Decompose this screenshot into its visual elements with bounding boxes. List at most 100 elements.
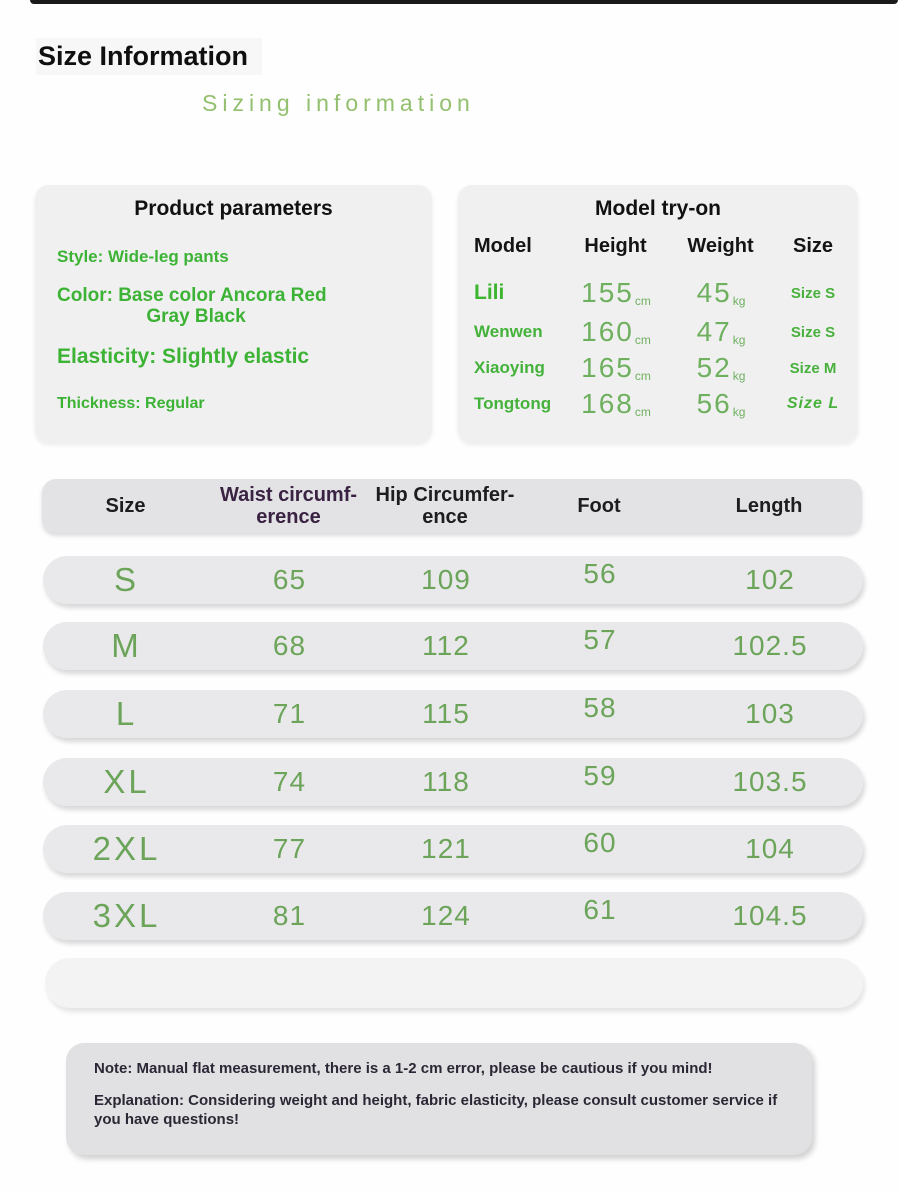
header-line: Waist circumf-: [219, 484, 358, 506]
model-name: Xiaoying: [474, 358, 545, 377]
length-value: 103: [745, 698, 795, 729]
length-value: 104.5: [732, 900, 808, 931]
model-tryon-header-row: Model Height Weight Size: [458, 235, 858, 258]
weight-value: 52: [696, 352, 732, 383]
height-unit: cm: [634, 333, 651, 347]
header-line: erence: [256, 506, 321, 528]
header-line: Length: [735, 495, 803, 517]
model-weight: 45kg: [673, 277, 768, 309]
foot-value: 60: [583, 827, 617, 858]
column-header-size: Size: [792, 235, 834, 257]
length-value: 104: [745, 833, 795, 864]
header-line: ence: [422, 506, 468, 528]
model-name: Lili: [474, 281, 505, 304]
model-height: 165cm: [558, 352, 673, 384]
model-row: Wenwen 160cm 47kg Size S: [458, 316, 858, 348]
model-name: Wenwen: [474, 322, 543, 341]
model-size: Size L: [786, 395, 840, 412]
column-header-length: Length: [676, 495, 862, 517]
weight-unit: kg: [732, 333, 746, 347]
foot-value: 56: [583, 558, 617, 589]
product-color-line2: Gray Black: [146, 306, 246, 328]
header-line: Foot: [577, 495, 621, 517]
column-header-foot: Foot: [522, 495, 676, 517]
column-header-hip: Hip Circumfer- ence: [368, 484, 522, 528]
size-row-l: L 71 115 58 103: [43, 690, 863, 738]
product-elasticity: Elasticity: Slightly elastic: [57, 345, 310, 368]
weight-unit: kg: [732, 369, 746, 383]
model-size: Size S: [790, 323, 836, 341]
height-unit: cm: [634, 369, 651, 383]
weight-value: 45: [696, 277, 732, 308]
top-divider: [30, 0, 898, 4]
product-thickness: Thickness: Regular: [57, 395, 205, 412]
hip-value: 118: [422, 766, 470, 797]
size-row-m: M 68 112 57 102.5: [43, 622, 863, 670]
height-value: 168: [581, 388, 634, 419]
size-label: L: [115, 695, 138, 732]
product-style: Style: Wide-leg pants: [57, 247, 229, 266]
model-weight: 47kg: [673, 316, 768, 348]
foot-value: 57: [583, 624, 617, 655]
size-row-2xl: 2XL 77 121 60 104: [43, 825, 863, 873]
height-unit: cm: [634, 405, 651, 419]
length-value: 102: [745, 564, 795, 595]
note-card: Note: Manual flat measurement, there is …: [66, 1043, 812, 1155]
height-unit: cm: [634, 294, 651, 308]
weight-unit: kg: [732, 405, 746, 419]
size-row-xl: XL 74 118 59 103.5: [43, 758, 863, 806]
height-value: 160: [581, 316, 634, 347]
height-value: 155: [581, 277, 634, 308]
foot-value: 59: [583, 760, 617, 791]
waist-value: 65: [272, 564, 307, 595]
size-label: 3XL: [92, 897, 161, 934]
height-value: 165: [581, 352, 634, 383]
hip-value: 109: [421, 564, 471, 595]
model-height: 155cm: [558, 277, 673, 309]
model-row: Lili 155cm 45kg Size S: [458, 277, 858, 309]
empty-row-pill: [45, 958, 863, 1008]
waist-value: 74: [272, 766, 307, 797]
size-row-s: S 65 109 56 102: [43, 556, 863, 604]
foot-value: 58: [583, 692, 617, 723]
model-name: Tongtong: [474, 394, 552, 413]
column-header-weight: Weight: [687, 235, 754, 257]
hip-value: 115: [422, 698, 470, 729]
length-value: 103.5: [732, 766, 808, 797]
column-header-size: Size: [42, 495, 209, 517]
column-header-height: Height: [584, 235, 647, 257]
hip-value: 112: [422, 630, 470, 661]
weight-value: 56: [696, 388, 732, 419]
header-line: Hip Circumfer-: [375, 484, 515, 506]
weight-unit: kg: [732, 294, 746, 308]
model-size: Size M: [789, 359, 837, 377]
model-size: Size S: [790, 284, 836, 302]
size-label: XL: [103, 763, 150, 800]
product-color-line1: Color: Base color Ancora Red: [57, 285, 327, 306]
waist-value: 77: [272, 833, 307, 864]
product-parameters-title: Product parameters: [134, 197, 333, 220]
model-weight: 56kg: [673, 388, 768, 420]
column-header-waist: Waist circumf- erence: [209, 484, 368, 528]
size-label: S: [113, 561, 139, 598]
product-parameters-card: Product parameters Style: Wide-leg pants…: [35, 185, 432, 443]
model-tryon-card: Model try-on Model Height Weight Size Li…: [458, 185, 858, 443]
product-color: Color: Base color Ancora Red Gray Black: [57, 285, 335, 328]
header-line: Size: [105, 495, 146, 517]
page-title: Size Information: [36, 38, 263, 75]
size-row-3xl: 3XL 81 124 61 104.5: [43, 892, 863, 940]
model-row: Tongtong 168cm 56kg Size L: [458, 388, 858, 420]
waist-value: 71: [272, 698, 307, 729]
hip-value: 121: [421, 833, 471, 864]
note-text: Note: Manual flat measurement, there is …: [94, 1060, 713, 1077]
model-row: Xiaoying 165cm 52kg Size M: [458, 352, 858, 384]
hip-value: 124: [421, 900, 471, 931]
size-label: 2XL: [92, 830, 161, 867]
size-table-header: Size Waist circumf- erence Hip Circumfer…: [42, 479, 862, 533]
explanation-text: Explanation: Considering weight and heig…: [94, 1091, 778, 1128]
length-value: 102.5: [732, 630, 808, 661]
waist-value: 68: [272, 630, 307, 661]
column-header-model: Model: [474, 235, 532, 257]
waist-value: 81: [272, 900, 307, 931]
